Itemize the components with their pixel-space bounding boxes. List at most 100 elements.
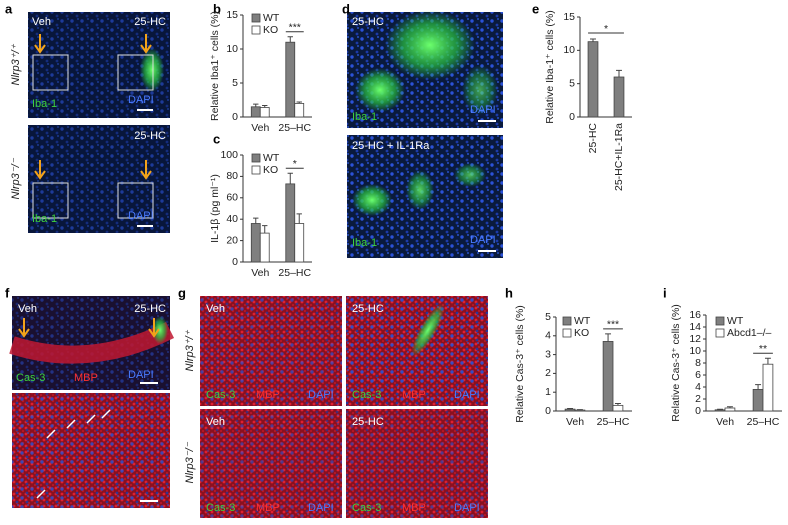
y-axis-label: Relative Cas-3⁺ cells (%) [670, 304, 682, 422]
legend-swatch [252, 14, 260, 22]
error-bar [297, 214, 302, 224]
panel-letter: g [178, 285, 186, 300]
condition-label: Veh [18, 303, 37, 315]
legend-label: WT [727, 315, 744, 327]
legend-swatch [252, 166, 260, 174]
genotype-label: Nlrp3⁺/⁺ [184, 329, 196, 371]
stain-label: DAPI [470, 104, 496, 116]
stain-signal [406, 170, 434, 210]
legend-swatch [563, 317, 571, 325]
condition-label: 25-HC [134, 16, 166, 28]
x-tick-label: 25-HC [587, 123, 599, 154]
bar [260, 107, 269, 117]
stain-label: Cas-3 [206, 502, 235, 514]
panel-letter: c [213, 131, 220, 146]
error-bar [755, 385, 761, 390]
error-bar [253, 104, 258, 107]
y-tick-label: 10 [226, 43, 238, 55]
x-tick-label: Veh [251, 122, 269, 134]
y-tick-label: 12 [689, 333, 701, 345]
y-axis-label: Relative Cas-3⁺ cells (%) [514, 305, 526, 423]
stain-label: MBP [74, 372, 98, 384]
bar [286, 42, 295, 117]
y-tick-label: 2 [545, 367, 551, 379]
y-tick-label: 100 [220, 149, 238, 161]
y-tick-label: 4 [545, 330, 551, 342]
bar [588, 42, 598, 117]
y-tick-label: 14 [689, 321, 701, 333]
x-tick-label: Veh [251, 267, 269, 279]
legend-label: WT [263, 152, 280, 164]
significance-label: *** [607, 319, 619, 331]
panel-letter: h [505, 285, 513, 300]
panel-f: f Veh 25-HC Cas-3 MBP DAPI [5, 285, 170, 508]
legend-label: KO [574, 327, 589, 339]
significance-label: * [293, 158, 297, 170]
y-axis-label: Relative Iba1⁺ cells (%) [209, 11, 221, 121]
error-bar [567, 409, 573, 410]
stain-label: DAPI [128, 210, 154, 222]
y-tick-label: 0 [569, 111, 575, 123]
condition-label: Veh [206, 303, 225, 315]
bar [575, 410, 585, 411]
stain-label: Cas-3 [16, 372, 45, 384]
bar [295, 103, 304, 117]
y-tick-label: 20 [226, 234, 238, 246]
stain-signal [352, 184, 392, 216]
condition-label: 25-HC [352, 16, 384, 28]
x-tick-label: 25–HC [747, 416, 780, 428]
panel-letter: e [532, 1, 539, 16]
x-tick-label: 25–HC [278, 122, 311, 134]
x-tick-label: 25–HC [597, 416, 630, 428]
bar [613, 405, 623, 411]
stain-signal [355, 68, 405, 112]
y-tick-label: 10 [563, 44, 575, 56]
significance-label: * [604, 23, 608, 35]
x-tick-label: Veh [566, 416, 584, 428]
y-tick-label: 6 [695, 369, 701, 381]
legend-swatch [563, 329, 571, 337]
bar [251, 223, 260, 262]
y-tick-label: 15 [563, 11, 575, 23]
y-tick-label: 3 [545, 348, 551, 360]
stain-label: Cas-3 [206, 389, 235, 401]
significance-label: ** [759, 343, 767, 355]
y-tick-label: 10 [689, 345, 701, 357]
stain-label: DAPI [128, 94, 154, 106]
x-tick-label: 25–HC [278, 267, 311, 279]
bar [725, 408, 735, 411]
bar [260, 233, 269, 262]
y-tick-label: 0 [232, 111, 238, 123]
legend-swatch [716, 329, 724, 337]
genotype-label: Nlrp3⁻/⁻ [10, 157, 22, 199]
error-bar [616, 70, 622, 77]
legend-label: WT [263, 12, 280, 24]
error-bar [262, 226, 267, 233]
bar [286, 184, 295, 262]
stain-label: MBP [402, 389, 426, 401]
y-tick-label: 5 [545, 311, 551, 323]
condition-label: 25-HC + IL-1Ra [352, 140, 430, 152]
y-tick-label: 0 [232, 256, 238, 268]
stain-label: Cas-3 [352, 389, 381, 401]
panel-a: a Nlrp3⁺/⁺ Nlrp3⁻/⁻ Veh 25-HC Iba-1 DAPI… [5, 1, 170, 233]
stain-label: DAPI [128, 369, 154, 381]
legend-label: KO [263, 24, 278, 36]
error-bar [288, 173, 293, 184]
y-axis-label: IL-1β (pg ml⁻¹) [209, 174, 221, 243]
stain-label: Iba-1 [32, 213, 57, 225]
legend-swatch [252, 26, 260, 34]
x-tick-label: Veh [716, 416, 734, 428]
legend-swatch [716, 317, 724, 325]
legend-swatch [252, 154, 260, 162]
condition-label: 25-HC [134, 130, 166, 142]
panel-d: d 25-HC Iba-1 DAPI 25-HC + IL-1Ra Iba-1 … [342, 1, 503, 258]
significance-label: *** [289, 22, 301, 34]
y-tick-label: 0 [695, 405, 701, 417]
y-tick-label: 5 [232, 77, 238, 89]
condition-label: 25-HC [352, 416, 384, 428]
condition-label: Veh [206, 416, 225, 428]
